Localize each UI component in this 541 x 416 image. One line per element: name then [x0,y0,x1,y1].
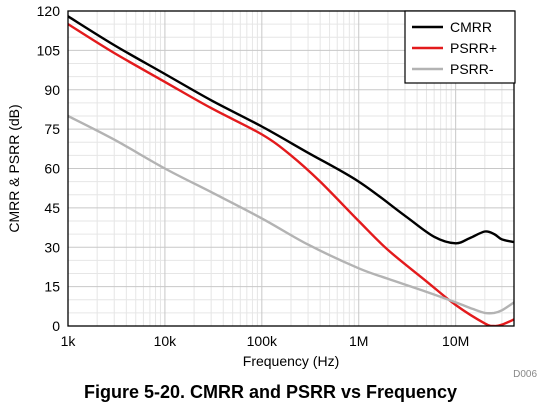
x-tick-label: 100k [247,333,278,349]
series-lines [68,15,514,326]
y-tick-label: 120 [37,3,61,19]
y-axis-label: CMRR & PSRR (dB) [6,104,22,232]
figure-id-label: D006 [513,369,537,380]
y-tick-label: 15 [44,279,60,295]
legend: CMRR PSRR+ PSRR- [404,10,516,84]
x-tick-label: 10k [154,333,178,349]
x-tick-label: 1M [349,333,368,349]
y-tick-label: 105 [37,42,61,58]
figure-caption: Figure 5-20. CMRR and PSRR vs Frequency [83,382,458,402]
legend-label-cmrr: CMRR [450,19,492,35]
y-tick-label: 45 [44,200,60,216]
x-tick-label: 10M [442,333,469,349]
x-tick-label: 1k [61,333,77,349]
series-line-psrrplus [68,22,514,326]
plot-frame [67,10,515,327]
series-line-psrrminus [68,114,514,315]
y-tick-label: 30 [44,239,60,255]
legend-label-psrr-minus: PSRR- [450,61,494,77]
x-tick-labels: 1k 10k 100k 1M 10M [61,333,470,349]
y-tick-label: 0 [52,318,60,334]
y-tick-labels: 0 15 30 45 60 75 90 105 120 [37,3,61,334]
series-line-cmrr [68,15,514,245]
legend-label-psrr-plus: PSRR+ [450,40,497,56]
y-tick-label: 75 [44,121,60,137]
cmrr-psrr-chart: 0 15 30 45 60 75 90 105 120 1k 10k 100k 1M 10M CMRR … [6,3,537,380]
x-axis-label: Frequency (Hz) [243,353,339,369]
y-tick-label: 60 [44,161,60,177]
y-tick-label: 90 [44,82,60,98]
